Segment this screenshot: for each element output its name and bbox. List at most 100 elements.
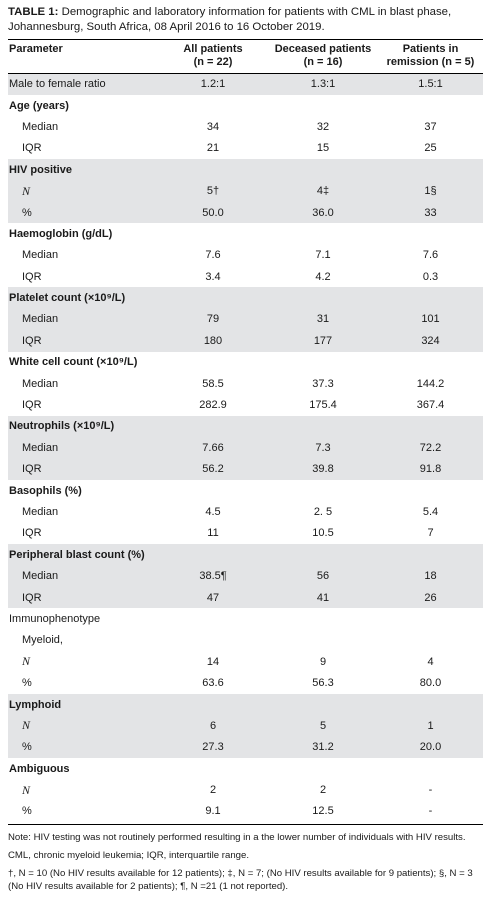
- row-label: Neutrophils (×10⁹/L): [9, 420, 115, 433]
- table-row: IQR 21 15 25: [8, 138, 483, 159]
- cell-remission: [378, 630, 483, 651]
- table-row: % 50.0 36.0 33: [8, 201, 483, 224]
- row-label: Median: [22, 441, 59, 454]
- cell-deceased-patients: 15: [316, 142, 330, 155]
- cell-all-patients: [158, 544, 268, 565]
- cell-remission: [378, 758, 483, 779]
- cell-all-patients: [158, 223, 268, 244]
- cell-all-patients: 282.9: [199, 399, 227, 412]
- cell-deceased-patients: 41: [316, 591, 330, 604]
- cell-deceased-patients: 56.3: [312, 677, 334, 690]
- row-label: N: [22, 718, 31, 733]
- cell-deceased-patients: 10.5: [312, 527, 334, 540]
- cell-deceased-patients: [268, 630, 378, 651]
- row-label: Median: [22, 120, 59, 133]
- row-label: Median: [22, 313, 59, 326]
- cell-all-patients: [158, 694, 268, 715]
- cell-remission: 25: [424, 142, 437, 155]
- row-label: N: [22, 782, 31, 797]
- row-label: IQR: [22, 463, 42, 476]
- cell-deceased-patients: [268, 416, 378, 437]
- cell-deceased-patients: 36.0: [312, 206, 334, 219]
- cell-deceased-patients: 4‡: [316, 185, 330, 198]
- cell-all-patients: 7.6: [205, 249, 221, 262]
- cell-remission: [378, 416, 483, 437]
- cell-remission: 1§: [424, 185, 437, 198]
- row-label: HIV positive: [9, 163, 72, 176]
- caption-label: TABLE 1:: [8, 6, 59, 18]
- row-label: IQR: [22, 399, 42, 412]
- cell-deceased-patients: 7.1: [315, 249, 331, 262]
- cell-deceased-patients: [268, 758, 378, 779]
- row-label: IQR: [22, 591, 42, 604]
- table-row: Platelet count (×10⁹/L): [8, 287, 483, 309]
- cell-remission: [378, 480, 483, 501]
- table-row: Lymphoid: [8, 693, 483, 716]
- cell-remission: 5.4: [422, 506, 439, 518]
- cell-all-patients: 9.1: [205, 805, 221, 818]
- row-label: N: [22, 654, 31, 669]
- cell-all-patients: [158, 630, 268, 651]
- cell-all-patients: [158, 95, 268, 116]
- row-label: Peripheral blast count (%): [9, 548, 145, 561]
- cell-deceased-patients: [268, 159, 378, 180]
- cell-deceased-patients: [268, 223, 378, 244]
- table-row: IQR 56.2 39.8 91.8: [8, 458, 483, 480]
- cell-remission: 0.3: [422, 270, 439, 283]
- row-label: N: [22, 183, 31, 198]
- cell-all-patients: 79: [206, 313, 220, 326]
- cell-remission: 37: [424, 120, 437, 133]
- row-label: Median: [22, 570, 59, 583]
- row-label: IQR: [22, 527, 42, 540]
- cell-all-patients: 27.3: [202, 741, 224, 754]
- row-label: %: [22, 677, 32, 690]
- cell-deceased-patients: 39.8: [312, 463, 334, 476]
- cell-all-patients: 47: [206, 591, 220, 604]
- row-label: Haemoglobin (g/dL): [9, 227, 113, 240]
- table-row: N 2 2 -: [8, 779, 483, 800]
- header-deceased-patients: Deceased patients (n = 16): [268, 39, 378, 74]
- row-label: Basophils (%): [9, 484, 82, 497]
- cell-remission: 72.2: [419, 441, 442, 454]
- row-label: Median: [22, 377, 59, 390]
- table-row: Median 34 32 37: [8, 116, 483, 137]
- table-row: % 9.1 12.5 -: [8, 801, 483, 822]
- note-footnotes: †, N = 10 (No HIV results available for …: [8, 868, 473, 893]
- cell-remission: [378, 608, 483, 629]
- table-body: Male to female ratio 1.2:1 1.3:1 1.5:1 Age (…: [8, 73, 483, 823]
- cell-deceased-patients: [268, 694, 378, 715]
- header-all-patients: All patients (n = 22): [158, 39, 268, 74]
- table-row: HIV positive: [8, 159, 483, 181]
- cell-all-patients: 7.66: [202, 441, 224, 454]
- table-row: N 5† 4‡ 1§: [8, 180, 483, 202]
- cell-remission: 4: [427, 655, 434, 668]
- cell-deceased-patients: [268, 95, 378, 116]
- row-label: Ambiguous: [9, 762, 70, 775]
- cell-remission: 1.5:1: [418, 78, 443, 91]
- table-row: Ambiguous: [8, 758, 483, 779]
- table-row: % 63.6 56.3 80.0: [8, 672, 483, 693]
- cell-all-patients: 50.0: [202, 206, 224, 219]
- table-row: Median 38.5¶ 56 18: [8, 565, 483, 587]
- header-remission-n: remission (n = 5): [386, 56, 475, 68]
- table-row: N 6 5 1: [8, 715, 483, 737]
- cell-all-patients: 63.6: [202, 677, 224, 690]
- row-label: Platelet count (×10⁹/L): [9, 292, 126, 305]
- row-label: Age (years): [9, 99, 69, 112]
- cell-deceased-patients: 31: [316, 313, 330, 326]
- cell-all-patients: 1.2:1: [200, 78, 226, 91]
- table-notes: Note: HIV testing was not routinely perf…: [8, 824, 483, 893]
- cell-remission: 7: [427, 527, 434, 540]
- row-label: Myeloid,: [22, 634, 63, 647]
- row-label: Median: [22, 249, 59, 262]
- row-label: %: [22, 741, 32, 754]
- row-label: IQR: [22, 334, 42, 347]
- cell-all-patients: 6: [209, 719, 217, 732]
- cell-deceased-patients: [268, 352, 378, 373]
- table-row: Neutrophils (×10⁹/L): [8, 415, 483, 438]
- header-row: Parameter All patients (n = 22) Deceased …: [8, 39, 483, 74]
- cell-all-patients: [158, 159, 268, 180]
- note-abbreviations: CML, chronic myeloid leukemia; IQR, inte…: [8, 850, 250, 862]
- cell-deceased-patients: 2. 5: [313, 506, 333, 518]
- cell-deceased-patients: 56: [316, 570, 330, 583]
